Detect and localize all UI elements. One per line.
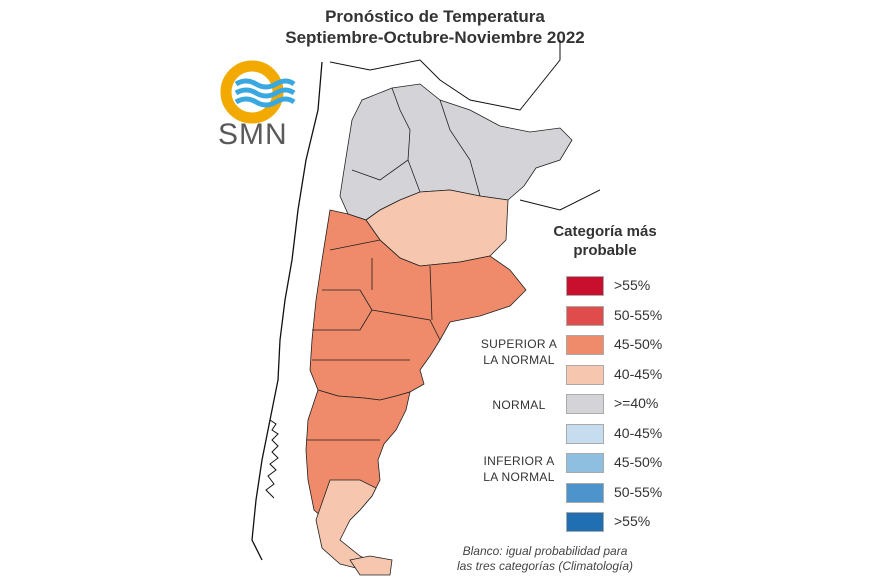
legend-swatch <box>566 364 604 385</box>
legend-group-superior-line-2: LA NORMAL <box>483 353 555 367</box>
footnote-line-2: las tres categorías (Climatología) <box>456 559 634 573</box>
footnote: Blanco: igual probabilidad para las tres… <box>440 544 650 574</box>
legend-label: 45-50% <box>614 336 663 352</box>
footnote-line-1: Blanco: igual probabilidad para <box>462 544 628 558</box>
legend-group-superior: SUPERIOR A LA NORMAL <box>474 336 564 368</box>
smn-logo-text: SMN <box>218 118 288 151</box>
uruguay-brazil-border <box>519 189 600 211</box>
map-title: Pronóstico de Temperatura Septiembre-Oct… <box>0 6 870 48</box>
legend-group-inferior: INFERIOR A LA NORMAL <box>474 453 564 485</box>
legend-swatch <box>566 512 604 532</box>
smn-logo-mark <box>220 60 296 124</box>
legend-swatch <box>566 305 604 326</box>
region-above-central <box>309 209 527 401</box>
legend-swatch <box>566 335 604 355</box>
legend-label: >=40% <box>614 395 659 411</box>
province-borders <box>306 87 481 441</box>
legend-label: 50-55% <box>614 306 663 323</box>
title-line-1: Pronóstico de Temperatura <box>325 7 545 26</box>
title-line-2: Septiembre-Octubre-Noviembre 2022 <box>285 28 585 47</box>
legend-title-line-1: Categoría más <box>553 223 657 240</box>
legend-label: >55% <box>614 277 651 293</box>
legend-group-normal: NORMAL <box>492 398 546 412</box>
region-light-above-south <box>315 479 382 571</box>
legend-title-line-2: probable <box>573 242 637 259</box>
legend-label: 50-55% <box>614 483 663 500</box>
legend-swatch <box>566 394 604 414</box>
legend-swatch <box>566 453 604 473</box>
tierra-del-fuego <box>349 555 393 576</box>
legend-label: 40-45% <box>614 424 663 441</box>
legend-group-inferior-line-1: INFERIOR A <box>483 454 555 468</box>
legend-swatch <box>566 276 604 296</box>
legend-swatch <box>566 423 604 444</box>
argentina-forecast-map <box>251 40 600 576</box>
smn-logo <box>220 60 296 124</box>
legend-label: >55% <box>614 513 651 529</box>
legend-label: 45-50% <box>614 454 663 470</box>
legend-swatch <box>566 482 604 503</box>
legend-title: Categoría más probable <box>530 222 680 260</box>
legend-group-inferior-line-2: LA NORMAL <box>483 470 555 484</box>
legend-group-superior-line-1: SUPERIOR A <box>480 337 558 351</box>
legend-label: 40-45% <box>614 365 663 382</box>
neighbour-border-north <box>329 40 561 111</box>
chile-coastline <box>251 61 323 561</box>
chilean-islands <box>265 419 279 499</box>
